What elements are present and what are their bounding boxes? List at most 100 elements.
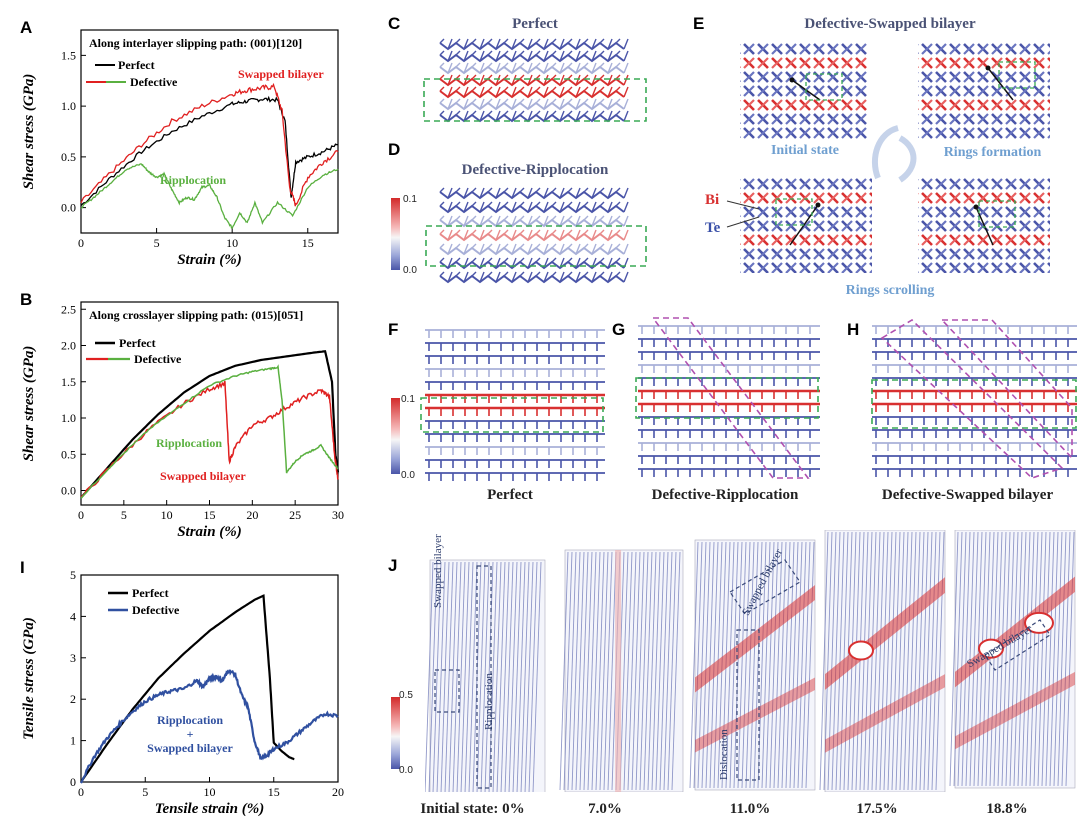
lattice-bond [503, 215, 509, 221]
lattice-bond [487, 98, 493, 104]
lattice-row [439, 89, 625, 99]
lattice-bond [813, 85, 825, 97]
lattice-bond [869, 199, 872, 204]
displacement-arrow [987, 67, 1014, 101]
lattice-bond [977, 57, 989, 69]
lattice-bond [567, 229, 573, 235]
lattice-bond [623, 74, 629, 86]
lattice-bond [519, 229, 525, 235]
lattice-initial-state [740, 43, 867, 139]
lattice-bond [463, 62, 469, 74]
j-lattice-line [452, 561, 462, 792]
lattice-bond [1047, 206, 1050, 211]
lattice-bond [771, 262, 783, 273]
lattice-bond [551, 257, 557, 263]
lattice-bond [935, 220, 947, 232]
caption-j-1: 7.0% [588, 801, 622, 817]
lattice-bond [447, 74, 453, 86]
lattice-bond [869, 213, 872, 218]
lattice-bond [623, 187, 629, 199]
lattice-bond [503, 187, 509, 193]
lattice-bond [1047, 269, 1050, 273]
lattice-bond [757, 71, 769, 83]
lattice-bond [575, 229, 581, 241]
lattice-bond [869, 185, 872, 190]
lattice-bond [535, 229, 541, 235]
lattice-bond [551, 271, 557, 277]
lattice-bond [447, 86, 453, 98]
lattice-bond [991, 206, 1003, 218]
lattice-bond [567, 201, 573, 207]
lattice-bond [841, 127, 853, 139]
lattice-bond [623, 229, 629, 241]
j-lattice-line [777, 541, 787, 789]
lattice-bond [567, 187, 573, 193]
j-lattice-line [659, 551, 669, 791]
lattice-bond [827, 127, 839, 139]
y-tick-label-3: 3 [70, 651, 76, 665]
lattice-bond [463, 110, 469, 122]
lattice-bond [827, 43, 839, 55]
lattice-bond [813, 43, 825, 55]
lattice-bond [1047, 234, 1050, 239]
lattice-row [439, 260, 625, 270]
lattice-bond [591, 50, 597, 62]
lattice-bond [519, 98, 525, 104]
y-tick-label-0: 0.0 [61, 201, 76, 215]
j-lattice-line [492, 561, 502, 792]
x-tick-label-6: 30 [332, 508, 344, 522]
lattice-bond [519, 74, 525, 80]
lattice-bond [1005, 113, 1017, 125]
lattice-bond [1019, 192, 1031, 204]
lattice-bond [511, 215, 517, 227]
lattice-bond [615, 62, 621, 68]
lattice-bond [935, 234, 947, 246]
panel-label-g: G [612, 320, 626, 339]
lattice-bond [519, 271, 525, 277]
lattice-bond [527, 86, 533, 98]
lattice-bond [583, 229, 589, 235]
lattice-bond [439, 243, 445, 249]
lattice-bond [841, 113, 853, 125]
lattice-bond [1033, 71, 1045, 83]
lattice-f-perfect [420, 329, 605, 481]
j-lattice-line [993, 531, 1003, 787]
j-lattice-line [440, 561, 450, 792]
highlight-box [775, 198, 813, 226]
lattice-bond [447, 243, 453, 255]
j-lattice-line [863, 531, 873, 791]
annotation-ripplocation: Ripplocation [157, 713, 223, 727]
lattice-bond [869, 241, 872, 246]
lattice-bond [977, 220, 989, 232]
lattice-bond [869, 227, 872, 232]
lattice-bond [991, 71, 1003, 83]
j-lattice-line [997, 531, 1007, 787]
lattice-bond [575, 86, 581, 98]
lattice-bond [949, 220, 961, 232]
lattice-bond [855, 71, 867, 83]
lattice-bond [495, 110, 501, 122]
j-lattice-line [464, 561, 474, 792]
lattice-bond [599, 229, 605, 235]
lattice-bond [615, 187, 621, 193]
lattice-bond [799, 234, 811, 246]
lattice-bond [535, 257, 541, 263]
y-axis-label: Tensile stress (GPa) [21, 617, 37, 740]
lattice-bond [855, 248, 867, 260]
lattice-bond [535, 201, 541, 207]
lattice-bond [495, 243, 501, 255]
lattice-bond [599, 74, 605, 80]
x-tick-label-1: 5 [142, 785, 148, 799]
j-lattice-line [599, 551, 609, 791]
j-lattice-line [705, 541, 715, 789]
annotation-swapped-bilayer: Swapped bilayer [147, 741, 233, 755]
lattice-bond [869, 269, 872, 273]
j4-swapped-box [984, 619, 1051, 671]
lattice-bond [599, 62, 605, 68]
arrow-head [973, 204, 979, 210]
lattice-bond [543, 74, 549, 86]
lattice-bond [615, 201, 621, 207]
lattice-bond [1033, 127, 1045, 139]
j-lattice-line [1033, 531, 1043, 787]
annotation-ripplocation: Ripplocation [160, 173, 226, 187]
